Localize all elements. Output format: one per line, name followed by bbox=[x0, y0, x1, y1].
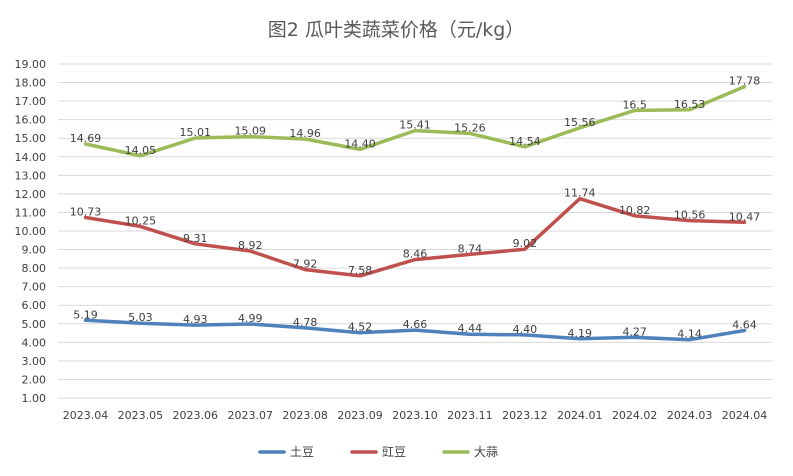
data-labels: 5.19 5.03 4.93 4.99 4.78 4.52 4.66 4.44 4.40 4.19… bbox=[70, 75, 761, 341]
data-label: 10.56 bbox=[674, 209, 706, 222]
data-label: 14.96 bbox=[289, 127, 321, 140]
x-tick-label: 2023.11 bbox=[447, 409, 493, 422]
series-line-1 bbox=[83, 196, 747, 278]
data-label: 9.02 bbox=[513, 237, 538, 250]
data-label: 10.82 bbox=[619, 204, 651, 217]
series-line-0 bbox=[83, 318, 747, 342]
series-lines bbox=[83, 84, 747, 342]
data-label: 4.99 bbox=[238, 312, 263, 325]
data-label: 4.14 bbox=[677, 328, 702, 341]
grid bbox=[58, 63, 772, 399]
data-label: 15.09 bbox=[234, 125, 266, 138]
y-tick-label: 1.00 bbox=[22, 392, 47, 405]
x-tick-label: 2023.12 bbox=[502, 409, 548, 422]
data-label: 17.78 bbox=[729, 75, 761, 88]
y-tick-label: 18.00 bbox=[15, 77, 47, 90]
data-label: 8.74 bbox=[458, 242, 483, 255]
data-label: 14.54 bbox=[509, 135, 541, 148]
data-label: 15.56 bbox=[564, 116, 596, 129]
data-label: 7.92 bbox=[293, 258, 318, 271]
data-label: 4.93 bbox=[183, 313, 208, 326]
x-tick-label: 2024.04 bbox=[722, 409, 768, 422]
y-tick-label: 10.00 bbox=[15, 225, 47, 238]
y-tick-label: 6.00 bbox=[22, 299, 47, 312]
legend: 土豆 豇豆 大蒜 bbox=[258, 445, 498, 459]
legend-label: 土豆 bbox=[290, 445, 314, 459]
x-tick-label: 2023.08 bbox=[282, 409, 328, 422]
y-tick-label: 7.00 bbox=[22, 281, 47, 294]
y-tick-label: 14.00 bbox=[15, 151, 47, 164]
series-line-2 bbox=[83, 84, 747, 158]
data-label: 10.73 bbox=[70, 205, 102, 218]
data-label: 15.41 bbox=[399, 119, 431, 132]
x-tick-label: 2023.04 bbox=[63, 409, 109, 422]
data-label: 4.19 bbox=[568, 327, 593, 340]
data-label: 11.74 bbox=[564, 187, 596, 200]
x-tick-label: 2023.10 bbox=[392, 409, 438, 422]
y-tick-label: 2.00 bbox=[22, 373, 47, 386]
x-tick-label: 2023.07 bbox=[227, 409, 273, 422]
data-label: 9.31 bbox=[183, 232, 208, 245]
data-label: 8.92 bbox=[238, 239, 263, 252]
data-label: 16.53 bbox=[674, 98, 706, 111]
data-label: 15.26 bbox=[454, 121, 486, 134]
data-label: 5.03 bbox=[128, 311, 153, 324]
data-label: 14.40 bbox=[344, 137, 376, 150]
y-tick-label: 12.00 bbox=[15, 188, 47, 201]
x-tick-label: 2024.01 bbox=[557, 409, 603, 422]
chart-title: 图2 瓜叶类蔬菜价格（元/kg） bbox=[268, 19, 525, 41]
y-tick-label: 9.00 bbox=[22, 244, 47, 257]
y-tick-label: 3.00 bbox=[22, 355, 47, 368]
data-label: 4.52 bbox=[348, 321, 373, 334]
data-label: 4.44 bbox=[458, 322, 483, 335]
x-tick-label: 2023.05 bbox=[118, 409, 164, 422]
y-axis-ticks: 1.00 2.00 3.00 4.00 5.00 6.00 7.00 8.00 9.00 10.0… bbox=[15, 58, 47, 405]
x-axis-ticks: 2023.04 2023.05 2023.06 2023.07 2023.08 2023.… bbox=[63, 409, 768, 422]
y-tick-label: 5.00 bbox=[22, 318, 47, 331]
y-tick-label: 8.00 bbox=[22, 262, 47, 275]
data-label: 5.19 bbox=[73, 308, 98, 321]
x-tick-label: 2024.02 bbox=[612, 409, 658, 422]
data-label: 8.46 bbox=[403, 248, 428, 261]
y-tick-label: 17.00 bbox=[15, 95, 47, 108]
data-label: 10.47 bbox=[729, 210, 761, 223]
y-tick-label: 13.00 bbox=[15, 169, 47, 182]
data-label: 14.69 bbox=[70, 132, 102, 145]
data-label: 7.58 bbox=[348, 264, 373, 277]
legend-label: 豇豆 bbox=[382, 445, 406, 459]
data-label: 4.78 bbox=[293, 316, 318, 329]
y-tick-label: 15.00 bbox=[15, 132, 47, 145]
data-label: 16.5 bbox=[622, 98, 647, 111]
data-label: 4.64 bbox=[732, 318, 757, 331]
y-tick-label: 4.00 bbox=[22, 336, 47, 349]
data-label: 10.25 bbox=[125, 214, 157, 227]
data-label: 14.05 bbox=[125, 144, 157, 157]
data-label: 4.40 bbox=[513, 323, 538, 336]
data-label: 4.66 bbox=[403, 318, 428, 331]
y-tick-label: 11.00 bbox=[15, 206, 47, 219]
y-tick-label: 16.00 bbox=[15, 114, 47, 127]
x-tick-label: 2024.03 bbox=[667, 409, 713, 422]
x-tick-label: 2023.06 bbox=[173, 409, 219, 422]
data-label: 4.27 bbox=[622, 325, 647, 338]
x-tick-label: 2023.09 bbox=[337, 409, 383, 422]
legend-label: 大蒜 bbox=[474, 445, 498, 459]
y-tick-label: 19.00 bbox=[15, 58, 47, 71]
data-label: 15.01 bbox=[180, 126, 212, 139]
